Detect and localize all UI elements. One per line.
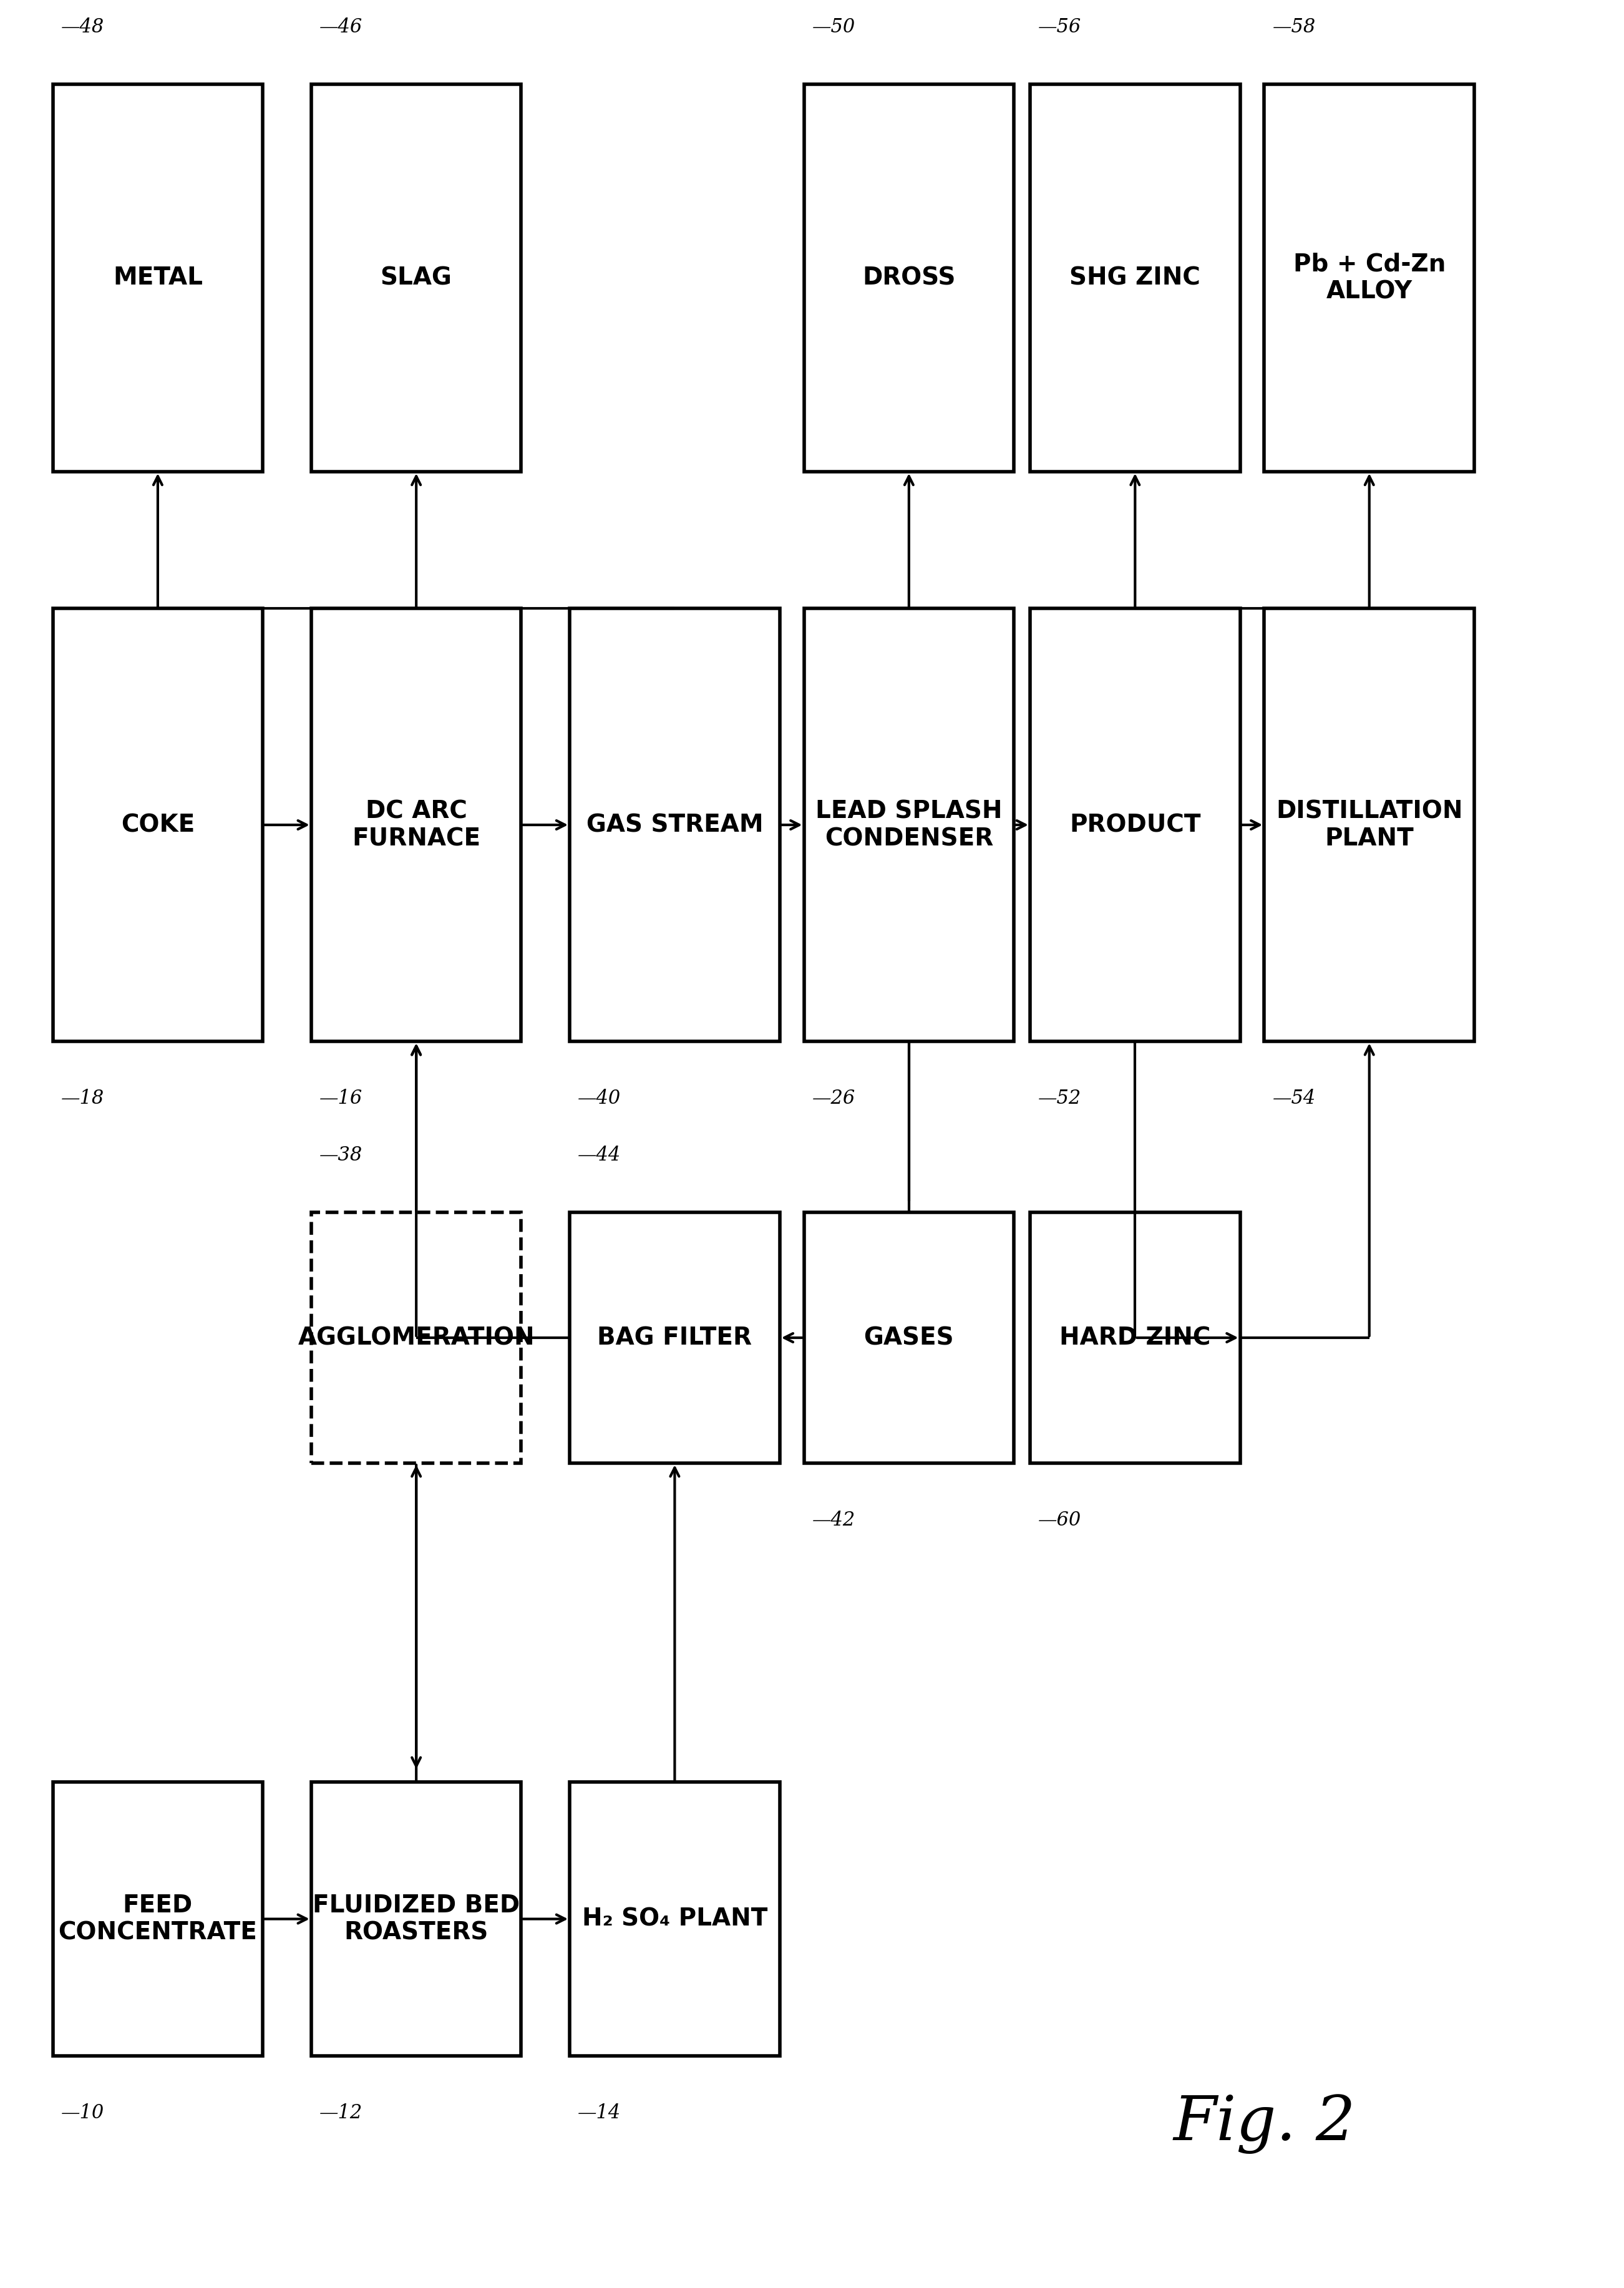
Text: COKE: COKE xyxy=(120,812,195,837)
Text: —60: —60 xyxy=(1038,1510,1082,1531)
Text: Fig. 2: Fig. 2 xyxy=(1173,2094,1356,2153)
FancyBboxPatch shape xyxy=(804,1213,1013,1462)
Text: —50: —50 xyxy=(812,18,856,37)
FancyBboxPatch shape xyxy=(312,85,521,471)
Text: —10: —10 xyxy=(60,2103,104,2123)
Text: —26: —26 xyxy=(812,1089,856,1107)
FancyBboxPatch shape xyxy=(1265,85,1475,471)
FancyBboxPatch shape xyxy=(570,1782,780,2055)
FancyBboxPatch shape xyxy=(570,1213,780,1462)
FancyBboxPatch shape xyxy=(312,1213,521,1462)
Text: —38: —38 xyxy=(320,1146,362,1165)
FancyBboxPatch shape xyxy=(54,85,263,471)
Text: AGGLOMERATION: AGGLOMERATION xyxy=(297,1325,534,1350)
Text: —52: —52 xyxy=(1038,1089,1082,1107)
Text: —18: —18 xyxy=(60,1089,104,1107)
Text: —16: —16 xyxy=(320,1089,362,1107)
Text: FLUIDIZED BED
ROASTERS: FLUIDIZED BED ROASTERS xyxy=(313,1894,520,1945)
FancyBboxPatch shape xyxy=(1030,1213,1241,1462)
Text: —44: —44 xyxy=(578,1146,620,1165)
Text: —40: —40 xyxy=(578,1089,620,1107)
Text: DC ARC
FURNACE: DC ARC FURNACE xyxy=(352,799,481,851)
FancyBboxPatch shape xyxy=(1265,609,1475,1041)
Text: FEED
CONCENTRATE: FEED CONCENTRATE xyxy=(58,1894,257,1945)
FancyBboxPatch shape xyxy=(1030,609,1241,1041)
FancyBboxPatch shape xyxy=(54,609,263,1041)
Text: SLAG: SLAG xyxy=(380,265,451,291)
Text: —48: —48 xyxy=(60,18,104,37)
Text: HARD ZINC: HARD ZINC xyxy=(1059,1325,1210,1350)
FancyBboxPatch shape xyxy=(804,85,1013,471)
Text: Pb + Cd-Zn
ALLOY: Pb + Cd-Zn ALLOY xyxy=(1293,252,1445,304)
Text: BAG FILTER: BAG FILTER xyxy=(598,1325,752,1350)
FancyBboxPatch shape xyxy=(312,609,521,1041)
Text: —56: —56 xyxy=(1038,18,1082,37)
Text: —58: —58 xyxy=(1272,18,1315,37)
Text: METAL: METAL xyxy=(114,265,203,291)
Text: H₂ SO₄ PLANT: H₂ SO₄ PLANT xyxy=(581,1908,768,1931)
FancyBboxPatch shape xyxy=(54,1782,263,2055)
Text: GAS STREAM: GAS STREAM xyxy=(586,812,763,837)
FancyBboxPatch shape xyxy=(804,609,1013,1041)
Text: SHG ZINC: SHG ZINC xyxy=(1070,265,1200,291)
Text: —54: —54 xyxy=(1272,1089,1315,1107)
Text: —14: —14 xyxy=(578,2103,620,2123)
Text: GASES: GASES xyxy=(864,1325,953,1350)
Text: LEAD SPLASH
CONDENSER: LEAD SPLASH CONDENSER xyxy=(815,799,1002,851)
Text: —12: —12 xyxy=(320,2103,362,2123)
Text: —42: —42 xyxy=(812,1510,856,1531)
Text: DISTILLATION
PLANT: DISTILLATION PLANT xyxy=(1276,799,1463,851)
FancyBboxPatch shape xyxy=(570,609,780,1041)
Text: DROSS: DROSS xyxy=(862,265,955,291)
Text: PRODUCT: PRODUCT xyxy=(1069,812,1200,837)
FancyBboxPatch shape xyxy=(1030,85,1241,471)
FancyBboxPatch shape xyxy=(312,1782,521,2055)
Text: —46: —46 xyxy=(320,18,362,37)
